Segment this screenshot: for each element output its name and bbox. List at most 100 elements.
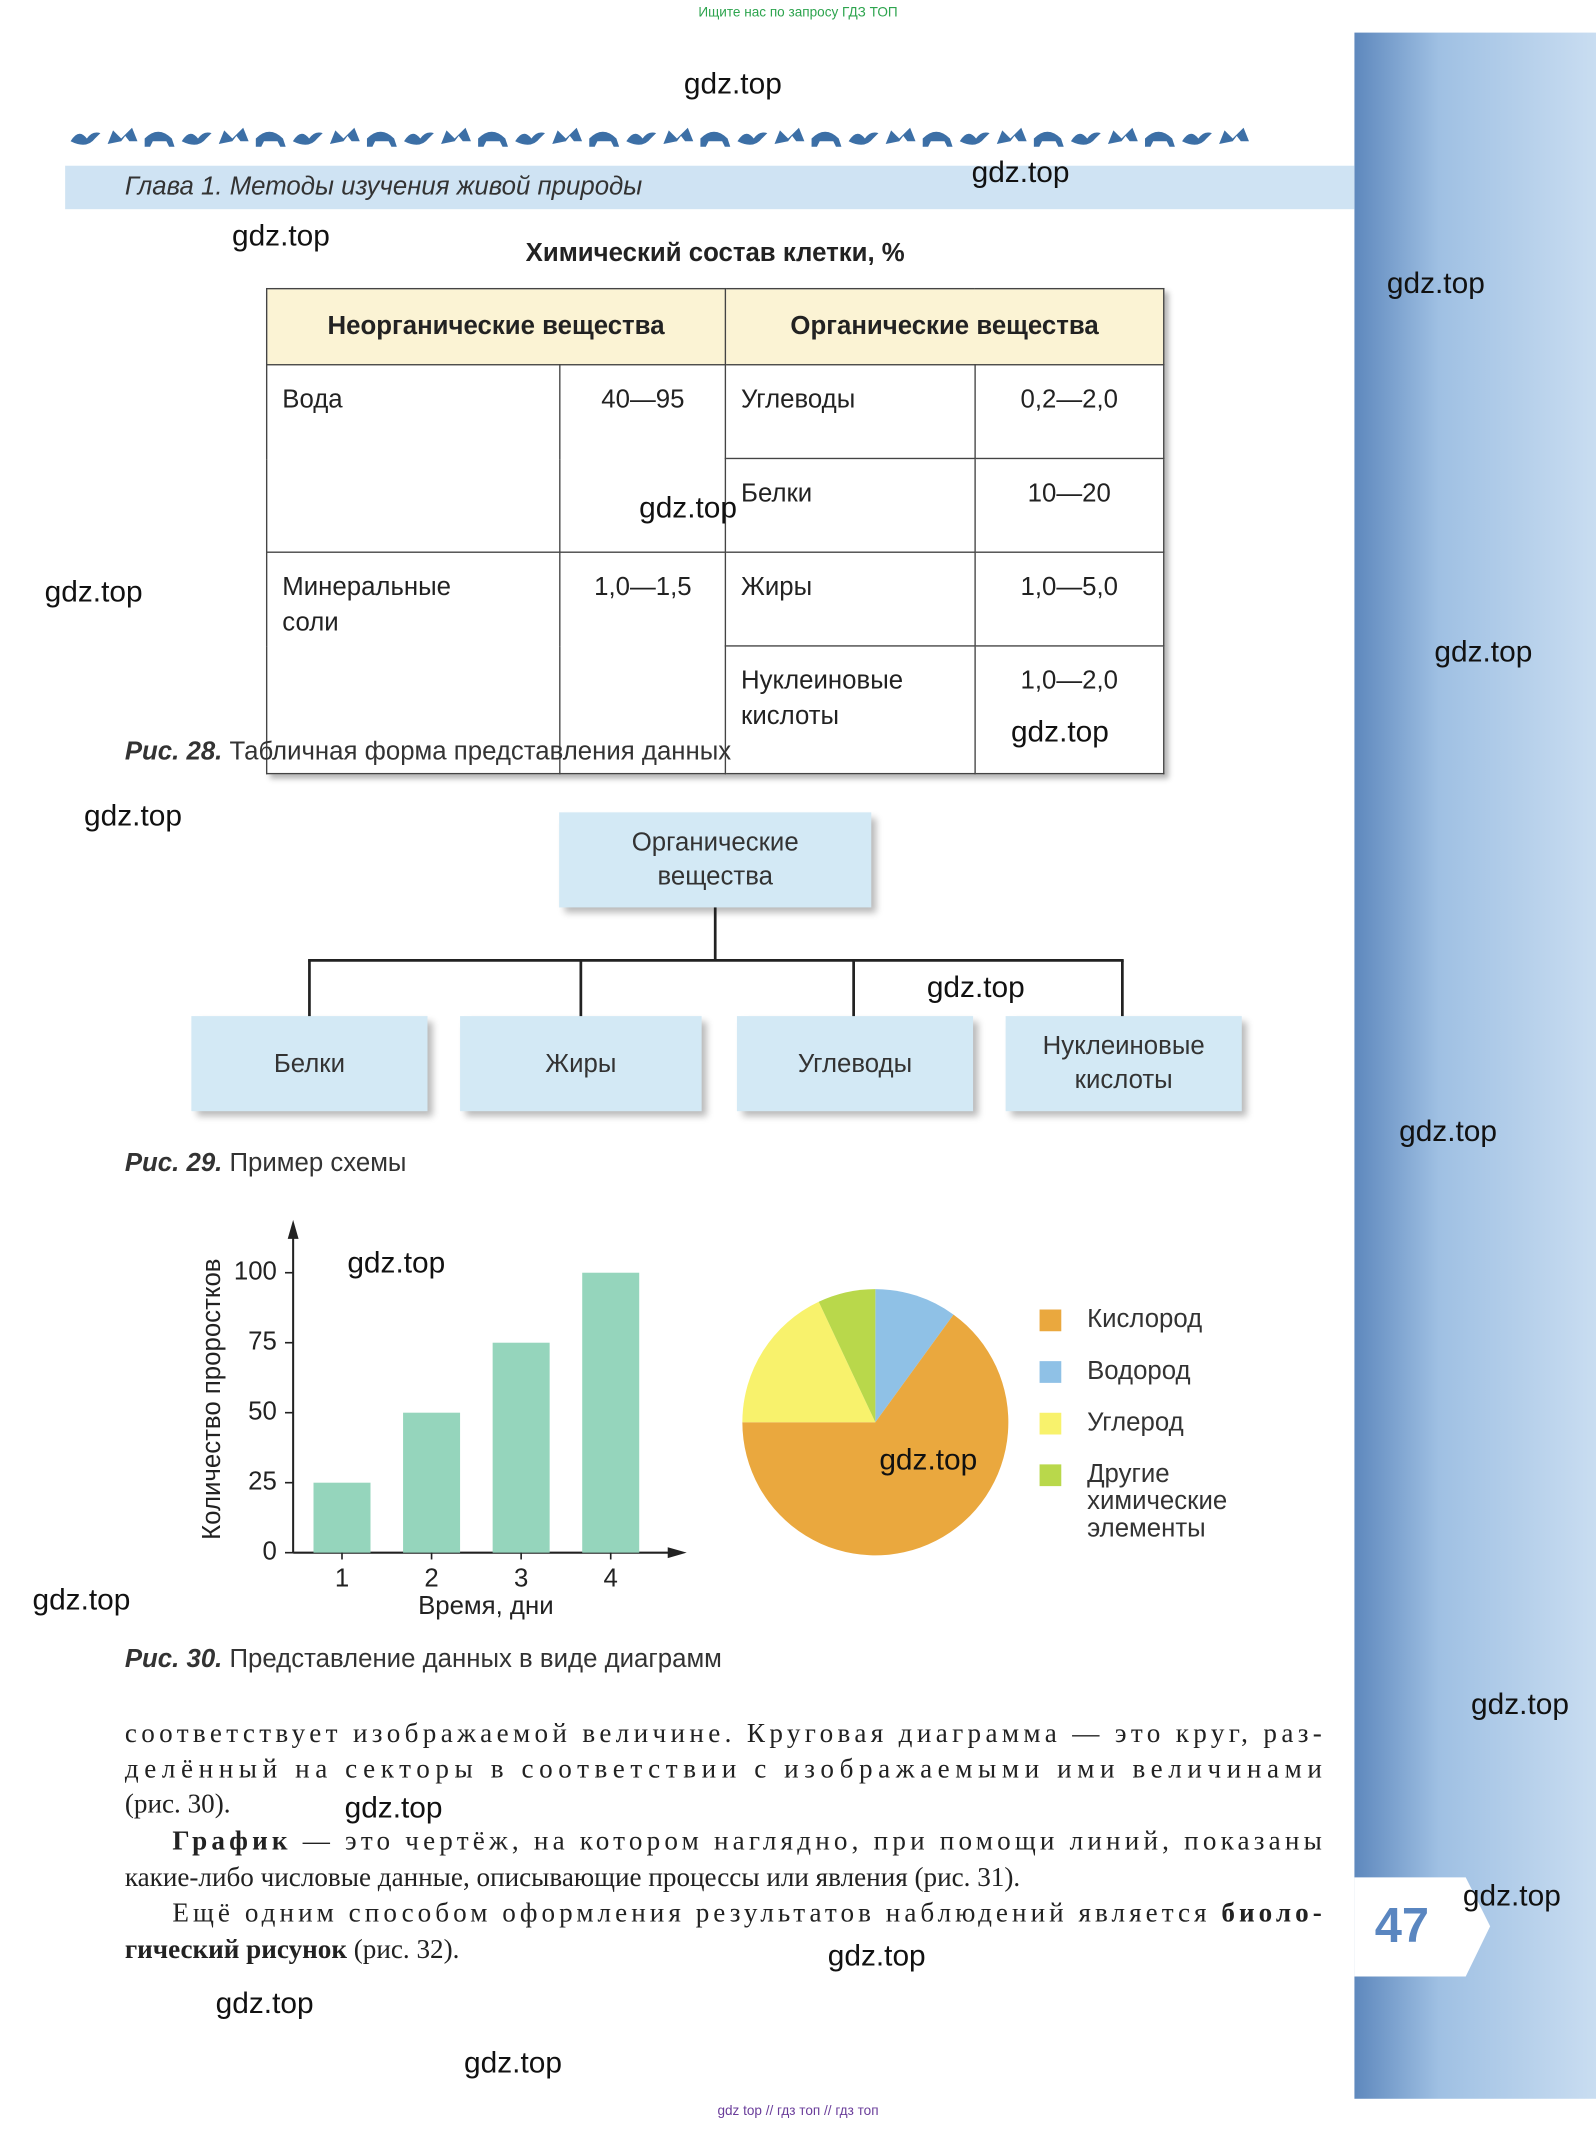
body-line: гический рисунок (рис. 32). bbox=[125, 1934, 460, 1964]
animal-icon bbox=[292, 132, 323, 145]
y-tick-label: 100 bbox=[234, 1258, 277, 1286]
watermark: gdz.top bbox=[1471, 1688, 1569, 1721]
y-axis-label: Количество проростков bbox=[198, 1258, 226, 1539]
watermark: gdz.top bbox=[972, 156, 1070, 189]
legend-label: Другие химические элементы bbox=[1087, 1460, 1228, 1544]
x-tick-label: 4 bbox=[604, 1565, 618, 1593]
scheme-root: Органические вещества bbox=[559, 812, 872, 908]
animal-icon bbox=[1145, 131, 1175, 147]
animal-icon bbox=[1033, 131, 1064, 147]
cell-name: Минеральные соли bbox=[265, 551, 561, 775]
watermark: gdz.top bbox=[927, 971, 1025, 1004]
animal-icon bbox=[70, 132, 101, 145]
watermark: gdz.top bbox=[32, 1583, 130, 1616]
watermark: gdz.top bbox=[1399, 1115, 1497, 1148]
body-line: какие-либо числовые данные, описывающие … bbox=[125, 1862, 1020, 1892]
chapter-header: Глава 1. Методы изучения живой природы bbox=[65, 165, 1355, 210]
animal-icon bbox=[811, 131, 842, 147]
table-row: Белки 10—20 bbox=[267, 457, 1165, 553]
scheme-child-label: Углеводы bbox=[797, 1049, 913, 1078]
cell-name: Белки bbox=[724, 457, 976, 553]
pie-slice bbox=[875, 1289, 954, 1423]
scheme-child: Белки bbox=[191, 1016, 428, 1112]
watermark: gdz.top bbox=[639, 491, 737, 524]
animal-icon bbox=[218, 127, 249, 144]
pie-slice bbox=[742, 1301, 876, 1423]
watermark: gdz.top bbox=[1434, 635, 1532, 668]
animal-icon bbox=[589, 131, 620, 147]
table-row: Нуклеиновые кислоты 1,0—2,0 bbox=[267, 645, 1165, 775]
body-segment: График bbox=[172, 1826, 288, 1856]
cell-name: Нуклеиновые кислоты bbox=[724, 645, 976, 775]
table-row: Вода 40—95 Углеводы 0,2—2,0 bbox=[265, 364, 1165, 553]
body-segment: соответствует изображаемой величине. Кру… bbox=[125, 1718, 1322, 1748]
watermark: gdz.top bbox=[216, 1987, 314, 2020]
cell-value: 1,0—2,0 bbox=[974, 645, 1165, 775]
composition-table: Неорганические вещества Органические вещ… bbox=[265, 287, 1165, 775]
caption-label: Рис. 29. bbox=[124, 1149, 223, 1178]
scheme-child: Нуклеиновые кислоты bbox=[1005, 1016, 1242, 1112]
cell-value: 40—95 bbox=[559, 364, 727, 553]
scheme-child: Жиры bbox=[460, 1016, 702, 1112]
watermark: gdz.top bbox=[232, 220, 330, 253]
animal-icon bbox=[663, 127, 694, 144]
legend-swatch bbox=[1039, 1309, 1062, 1332]
body-line: Ещё одним способом оформления результато… bbox=[172, 1898, 1321, 1928]
animal-icon bbox=[515, 132, 546, 145]
body-line: График — это чертёж, на котором наглядно… bbox=[172, 1826, 1321, 1856]
animal-icon bbox=[885, 127, 916, 144]
sidebar bbox=[1354, 32, 1596, 2099]
legend-label: Кислород bbox=[1087, 1305, 1203, 1334]
animal-icon bbox=[1182, 132, 1212, 145]
caption: Рис. 29. Пример схемы bbox=[125, 1149, 407, 1179]
page-tab bbox=[1354, 1877, 1491, 1977]
animal-icon bbox=[700, 131, 731, 147]
cell-value: 10—20 bbox=[974, 457, 1165, 553]
watermark: gdz.top bbox=[464, 2047, 562, 2080]
watermark: gdz.top bbox=[1463, 1880, 1561, 1913]
body-segment: биоло- bbox=[1221, 1898, 1321, 1928]
cell-name: Углеводы bbox=[724, 364, 976, 460]
caption-label: Рис. 30. bbox=[124, 1645, 223, 1674]
animal-icon bbox=[329, 127, 360, 144]
animal-icon bbox=[1070, 132, 1101, 145]
caption-label: Рис. 28. bbox=[124, 737, 223, 767]
legend-label: Углерод bbox=[1087, 1408, 1184, 1438]
bar bbox=[582, 1272, 640, 1553]
axis-arrow bbox=[287, 1219, 299, 1239]
watermark: gdz.top bbox=[828, 1939, 926, 1972]
body-line: делённый на секторы в соответствии с изо… bbox=[125, 1754, 1322, 1784]
page-number: 47 bbox=[1375, 1899, 1429, 1953]
watermark: gdz.top bbox=[347, 1247, 445, 1280]
animal-icon bbox=[774, 127, 805, 144]
body-segment: гический рисунок bbox=[125, 1934, 347, 1964]
animal-icon bbox=[255, 131, 286, 147]
animal-icon bbox=[848, 132, 879, 145]
body-segment: — это чертёж, на котором наглядно, при п… bbox=[292, 1826, 1322, 1856]
body-segment: делённый на секторы в соответствии с изо… bbox=[125, 1754, 1322, 1784]
animal-icon bbox=[441, 127, 471, 144]
table-title: Химический состав клетки, % bbox=[525, 239, 905, 268]
y-tick-label: 0 bbox=[263, 1537, 277, 1565]
scheme-child-label: Белки bbox=[273, 1049, 345, 1078]
top-banner: Ищите нас по запросу ГДЗ ТОП bbox=[698, 5, 898, 21]
table-row: Минеральные соли 1,0—1,5 Жиры 1,0—5,0 bbox=[265, 551, 1165, 775]
watermark: gdz.top bbox=[345, 1791, 443, 1824]
legend-swatch bbox=[1039, 1361, 1062, 1383]
scheme-child: Углеводы bbox=[736, 1016, 974, 1112]
legend-swatch bbox=[1039, 1464, 1062, 1487]
cell-name: Вода bbox=[265, 364, 561, 553]
cell-value: 1,0—5,0 bbox=[974, 551, 1165, 647]
legend-label: Водород bbox=[1087, 1357, 1191, 1386]
watermark: gdz.top bbox=[84, 800, 182, 833]
animal-icon bbox=[144, 131, 175, 147]
caption-text: Представление данных в виде диаграмм bbox=[229, 1645, 722, 1674]
legend-swatch bbox=[1039, 1412, 1062, 1435]
caption-text: Табличная форма представления данных bbox=[229, 737, 732, 767]
bar bbox=[403, 1412, 461, 1553]
animal-icon bbox=[404, 132, 434, 145]
watermark: gdz.top bbox=[45, 576, 143, 609]
caption-text: Пример схемы bbox=[229, 1149, 407, 1178]
